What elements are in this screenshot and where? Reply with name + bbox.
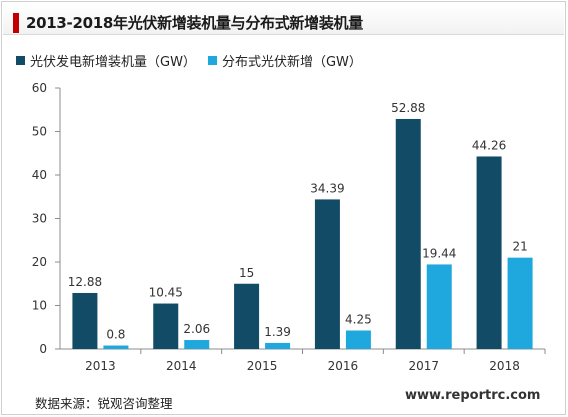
y-tick-label: 60 bbox=[32, 81, 47, 95]
bar-series2 bbox=[507, 257, 533, 349]
bar-series1 bbox=[72, 292, 98, 349]
data-label-series1: 12.88 bbox=[68, 275, 102, 289]
y-tick-label: 0 bbox=[39, 342, 47, 356]
bar-series1 bbox=[153, 303, 179, 349]
y-tick-label: 20 bbox=[32, 255, 47, 269]
legend-label-series2: 分布式光伏新增（GW） bbox=[221, 54, 362, 70]
bar-series2 bbox=[265, 342, 291, 349]
legend-label-series1: 光伏发电新增装机量（GW） bbox=[30, 54, 196, 70]
watermark: www.reportrc.com bbox=[405, 388, 541, 403]
y-tick-label: 50 bbox=[32, 125, 47, 139]
y-tick-label: 30 bbox=[32, 212, 47, 226]
title-bar: 2013-2018年光伏新增装机量与分布式新增装机量 bbox=[3, 4, 564, 35]
data-label-series1: 44.26 bbox=[472, 138, 506, 152]
x-tick-label: 2018 bbox=[489, 359, 520, 373]
data-label-series1: 10.45 bbox=[149, 286, 183, 300]
legend: 光伏发电新增装机量（GW） 分布式光伏新增（GW） bbox=[16, 51, 374, 70]
data-label-series2: 2.06 bbox=[183, 322, 210, 336]
data-label-series1: 34.39 bbox=[310, 181, 344, 195]
x-tick-label: 2013 bbox=[85, 359, 116, 373]
legend-swatch-series1 bbox=[16, 55, 25, 65]
data-label-series2: 0.8 bbox=[106, 328, 125, 342]
bar-series1 bbox=[395, 118, 421, 349]
bar-series2 bbox=[426, 264, 452, 349]
bar-series1 bbox=[234, 283, 260, 349]
data-label-series1: 52.88 bbox=[391, 101, 425, 115]
x-tick-label: 2017 bbox=[408, 359, 439, 373]
y-tick-label: 40 bbox=[32, 168, 47, 182]
x-tick-label: 2014 bbox=[166, 359, 197, 373]
bar-series2 bbox=[345, 330, 371, 349]
source-note: 数据来源：锐观咨询整理 bbox=[35, 396, 173, 411]
x-tick-label: 2015 bbox=[247, 359, 278, 373]
data-label-series2: 21 bbox=[512, 240, 527, 254]
data-label-series2: 1.39 bbox=[264, 325, 291, 339]
title-accent-bar bbox=[13, 13, 19, 33]
x-tick-label: 2016 bbox=[328, 359, 359, 373]
legend-swatch-series2 bbox=[207, 55, 217, 65]
bar-series1 bbox=[314, 199, 340, 349]
bar-series1 bbox=[476, 156, 502, 349]
data-label-series2: 4.25 bbox=[345, 313, 372, 327]
legend-item-series1: 光伏发电新增装机量（GW） bbox=[16, 51, 196, 70]
bar-series2 bbox=[103, 345, 129, 349]
chart-title: 2013-2018年光伏新增装机量与分布式新增装机量 bbox=[26, 14, 363, 32]
data-label-series1: 15 bbox=[239, 266, 254, 280]
bar-series2 bbox=[184, 340, 210, 349]
data-label-series2: 19.44 bbox=[422, 246, 456, 260]
y-tick-label: 10 bbox=[32, 299, 47, 313]
legend-item-series2: 分布式光伏新增（GW） bbox=[207, 51, 362, 70]
